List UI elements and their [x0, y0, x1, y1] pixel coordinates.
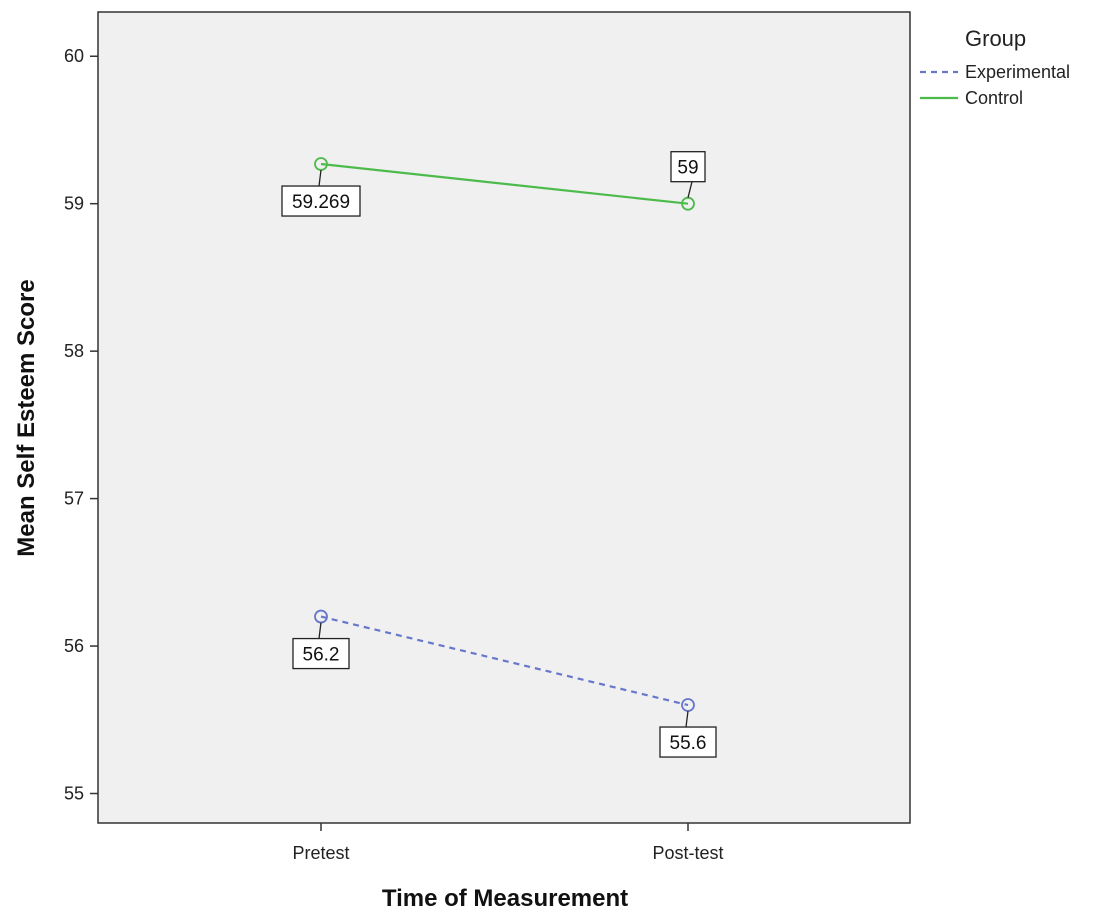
- y-tick-label: 56: [64, 636, 84, 656]
- y-tick-label: 59: [64, 194, 84, 214]
- y-tick-label: 58: [64, 341, 84, 361]
- y-tick-label: 55: [64, 784, 84, 804]
- label-leader-line: [318, 169, 322, 187]
- legend-title: Group: [965, 26, 1026, 51]
- data-label-box: [281, 185, 361, 217]
- data-label-box: [659, 726, 717, 758]
- data-label: 56.2: [303, 645, 340, 666]
- plot-area: [97, 11, 911, 824]
- data-label: 59: [677, 158, 698, 179]
- data-label: 59.269: [292, 192, 350, 213]
- x-axis: Pretest Post-test: [292, 823, 724, 863]
- x-tick-label: Pretest: [292, 843, 349, 863]
- series-layer: [314, 157, 695, 712]
- y-axis: 55 56 57 58 59 60: [64, 46, 98, 804]
- data-labels: 56.2 55.6 59.269 59: [281, 151, 717, 758]
- legend-label-control: Control: [965, 88, 1023, 108]
- y-tick-label: 60: [64, 46, 84, 66]
- data-label: 55.6: [670, 733, 707, 754]
- y-axis-title: Mean Self Esteem Score: [13, 279, 40, 556]
- x-axis-title: Time of Measurement: [382, 885, 628, 912]
- label-leader-line: [685, 710, 689, 728]
- data-label-box: [670, 151, 706, 183]
- series-line-experimental: [320, 615, 689, 707]
- legend: Group Experimental Control: [920, 26, 1070, 108]
- series-line-control: [320, 162, 689, 205]
- y-tick-label: 57: [64, 489, 84, 509]
- x-tick-label: Post-test: [652, 843, 723, 863]
- legend-label-experimental: Experimental: [965, 62, 1070, 82]
- label-leader-line: [687, 181, 693, 198]
- data-label-box: [292, 637, 350, 670]
- label-leader-line: [318, 622, 322, 639]
